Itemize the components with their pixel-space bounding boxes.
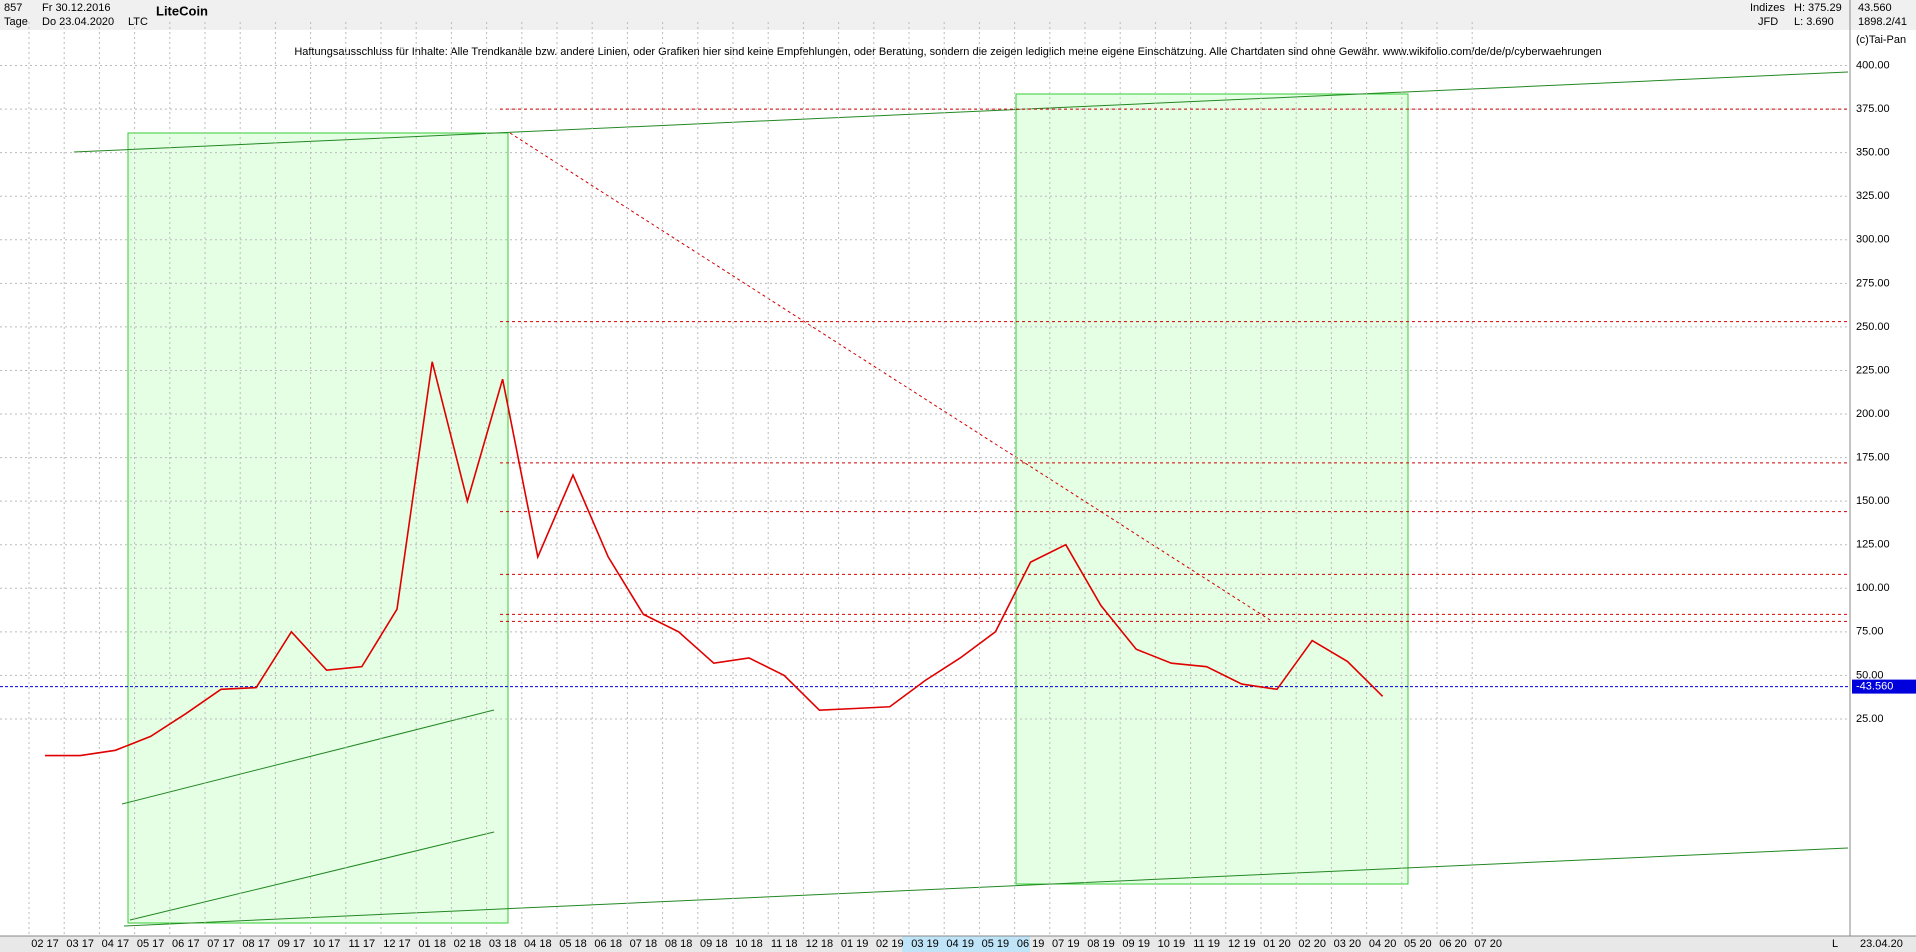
x-tick-label: 02 19 bbox=[876, 938, 904, 950]
x-tick-label: 01 19 bbox=[841, 938, 869, 950]
x-tick-label: 09 19 bbox=[1122, 938, 1150, 950]
x-tick-label: 03 19 bbox=[911, 938, 939, 950]
y-tick-label: 75.00 bbox=[1856, 626, 1884, 638]
y-tick-label: 400.00 bbox=[1856, 59, 1890, 71]
x-tick-label: 12 19 bbox=[1228, 938, 1256, 950]
drawing-box bbox=[127, 132, 509, 924]
x-tick-label: 02 17 bbox=[31, 938, 59, 950]
x-tick-label: 08 18 bbox=[665, 938, 693, 950]
x-tick-label: 01 20 bbox=[1263, 938, 1291, 950]
period: Tage bbox=[4, 16, 28, 28]
x-tick-label: 12 17 bbox=[383, 938, 411, 950]
y-tick-label: 275.00 bbox=[1856, 277, 1890, 289]
x-tick-label: 07 20 bbox=[1474, 938, 1502, 950]
x-tick-label: 10 17 bbox=[313, 938, 341, 950]
x-tick-label: 06 17 bbox=[172, 938, 200, 950]
group: Indizes bbox=[1750, 2, 1785, 14]
header-bar bbox=[0, 0, 1916, 30]
start-date: Fr 30.12.2016 bbox=[42, 2, 111, 14]
x-tick-label: 04 20 bbox=[1369, 938, 1397, 950]
x-highlight bbox=[902, 936, 1030, 952]
x-tick-label: 04 19 bbox=[946, 938, 974, 950]
x-tick-label: 09 18 bbox=[700, 938, 728, 950]
x-tick-label: 05 19 bbox=[982, 938, 1010, 950]
last-price-label: -43.560 bbox=[1856, 681, 1893, 693]
trend-line bbox=[123, 847, 1849, 927]
y-tick-label: 325.00 bbox=[1856, 190, 1890, 202]
chart-subtitle: Haftungsausschluss für Inhalte: Alle Tre… bbox=[294, 46, 1601, 58]
x-tick-label: 08 19 bbox=[1087, 938, 1115, 950]
bottom-date: 23.04.20 bbox=[1860, 938, 1903, 950]
x-tick-label: 11 17 bbox=[348, 938, 375, 950]
x-tick-label: 05 17 bbox=[137, 938, 165, 950]
y-tick-label: 150.00 bbox=[1856, 495, 1890, 507]
x-tick-label: 06 19 bbox=[1017, 938, 1045, 950]
x-tick-label: 08 17 bbox=[242, 938, 270, 950]
y-tick-label: 200.00 bbox=[1856, 408, 1890, 420]
high: H: 375.29 bbox=[1794, 2, 1842, 14]
trend-line bbox=[121, 709, 495, 805]
x-tick-label: 04 18 bbox=[524, 938, 552, 950]
x-tick-label: 05 18 bbox=[559, 938, 587, 950]
y-tick-label: 350.00 bbox=[1856, 147, 1890, 159]
x-tick-label: 01 18 bbox=[418, 938, 446, 950]
x-tick-label: 09 17 bbox=[278, 938, 306, 950]
y-tick-label: 25.00 bbox=[1856, 713, 1884, 725]
y-tick-label: 100.00 bbox=[1856, 582, 1890, 594]
count: 857 bbox=[4, 2, 22, 14]
x-tick-label: 02 18 bbox=[454, 938, 482, 950]
end-date: Do 23.04.2020 bbox=[42, 16, 114, 28]
x-tick-label: 12 18 bbox=[806, 938, 834, 950]
x-tick-label: 06 18 bbox=[594, 938, 622, 950]
y-tick-label: 225.00 bbox=[1856, 364, 1890, 376]
y-tick-label: 125.00 bbox=[1856, 539, 1890, 551]
x-tick-label: 04 17 bbox=[102, 938, 130, 950]
last-price-box bbox=[1852, 679, 1916, 694]
position: 1898.2/41 bbox=[1858, 16, 1907, 28]
low: L: 3.690 bbox=[1794, 16, 1834, 28]
last: 43.560 bbox=[1858, 2, 1892, 14]
x-tick-label: 07 18 bbox=[630, 938, 658, 950]
y-tick-label: 300.00 bbox=[1856, 234, 1890, 246]
y-tick-label: 250.00 bbox=[1856, 321, 1890, 333]
bottom-flag: L bbox=[1832, 938, 1838, 950]
y-tick-label: 375.00 bbox=[1856, 103, 1890, 115]
x-tick-label: 11 18 bbox=[771, 938, 798, 950]
x-tick-label: 06 20 bbox=[1439, 938, 1467, 950]
source: JFD bbox=[1758, 16, 1778, 28]
y-tick-label: 175.00 bbox=[1856, 451, 1890, 463]
drawing-box bbox=[1015, 93, 1409, 885]
symbol: LTC bbox=[128, 16, 148, 28]
x-tick-label: 03 17 bbox=[66, 938, 94, 950]
x-tick-label: 03 18 bbox=[489, 938, 517, 950]
price-line bbox=[45, 361, 1384, 757]
chart-title: LiteCoin bbox=[156, 3, 208, 18]
copyright: (c)Tai-Pan bbox=[1856, 34, 1906, 46]
trend-line bbox=[509, 132, 1271, 621]
x-tick-label: 10 18 bbox=[735, 938, 763, 950]
x-tick-label: 07 17 bbox=[207, 938, 235, 950]
x-tick-label: 02 20 bbox=[1298, 938, 1326, 950]
trend-line bbox=[129, 831, 495, 921]
x-tick-label: 11 19 bbox=[1193, 938, 1220, 950]
x-tick-label: 03 20 bbox=[1334, 938, 1362, 950]
x-tick-label: 05 20 bbox=[1404, 938, 1432, 950]
x-tick-label: 10 19 bbox=[1158, 938, 1186, 950]
x-tick-label: 07 19 bbox=[1052, 938, 1080, 950]
trend-line bbox=[73, 71, 1849, 153]
y-tick-label: 50.00 bbox=[1856, 669, 1884, 681]
